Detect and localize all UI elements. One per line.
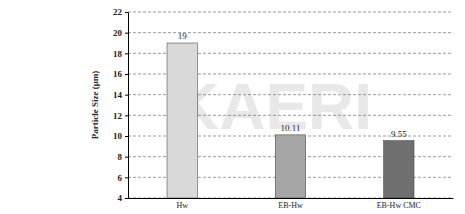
y-tick-label: 14 [113, 90, 123, 100]
grid-line [128, 12, 453, 13]
y-tick-label: 6 [118, 173, 123, 183]
x-tick-label: EB-Hw CMC [377, 201, 421, 210]
grid [128, 12, 453, 198]
x-tick: Hw [176, 198, 188, 210]
y-tick-label: 4 [118, 193, 123, 203]
y-tick: 20 [113, 28, 128, 38]
y-tick: 8 [118, 152, 129, 162]
y-tick-mark [125, 95, 128, 96]
bars [167, 43, 414, 198]
y-tick: 18 [113, 49, 128, 59]
y-tick-label: 12 [113, 111, 123, 121]
y-tick-mark [125, 12, 128, 13]
y-tick-label: 8 [118, 152, 123, 162]
y-tick-mark [125, 33, 128, 34]
y-tick: 16 [113, 69, 128, 79]
data-labels: 19 10.11 9.55 [178, 31, 408, 139]
x-tick-label: Hw [176, 201, 188, 210]
y-tick-mark [125, 115, 128, 116]
x-tick: EB-Hw [278, 198, 303, 210]
watermark: KAERI [173, 71, 372, 143]
x-tick-label: EB-Hw [278, 201, 303, 210]
x-axis-line [129, 198, 454, 199]
y-tick-mark [125, 177, 128, 178]
y-tick-label: 18 [113, 49, 123, 59]
bar [167, 43, 197, 198]
y-tick-mark [125, 53, 128, 54]
y-tick-label: 20 [113, 28, 123, 38]
y-tick-mark [125, 157, 128, 158]
y-tick: 12 [113, 111, 128, 121]
data-label: 9.55 [391, 129, 407, 139]
y-tick: 4 [118, 193, 129, 203]
y-tick: 6 [118, 173, 129, 183]
y-axis-title: Particle Size (μm) [90, 71, 100, 140]
y-tick: 22 [113, 7, 128, 17]
y-axis-line [125, 13, 129, 199]
y-tick: 14 [113, 90, 128, 100]
y-tick-mark [125, 198, 128, 199]
y-tick: 10 [113, 131, 128, 141]
y-tick-mark [125, 136, 128, 137]
x-tick: EB-Hw CMC [377, 198, 421, 210]
y-axis: 4 6 8 10 12 14 16 18 20 22 [113, 7, 129, 203]
bar [384, 141, 414, 198]
y-tick-label: 16 [113, 69, 123, 79]
data-label: 19 [178, 31, 188, 41]
data-label: 10.11 [281, 123, 301, 133]
bar [275, 135, 305, 198]
plot: 4 6 8 10 12 14 16 18 20 22 Hw EB-Hw EB-Hw CMC 19 10.11… [113, 7, 454, 210]
y-tick-label: 22 [113, 7, 123, 17]
y-tick-label: 10 [113, 131, 123, 141]
chart: KAERI 4 6 8 10 12 14 16 18 20 22 Hw EB-Hw EB-Hw CMC 19… [0, 0, 465, 214]
y-tick-mark [125, 74, 128, 75]
x-axis: Hw EB-Hw EB-Hw CMC [129, 198, 454, 210]
